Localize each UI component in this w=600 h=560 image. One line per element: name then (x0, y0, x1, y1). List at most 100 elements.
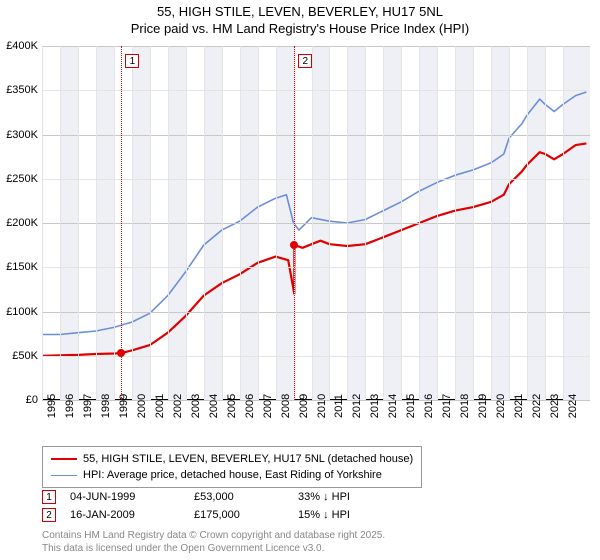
sale-marker-point (290, 241, 298, 249)
xtick-label: 1998 (100, 394, 112, 418)
xtick-label: 2000 (136, 394, 148, 418)
vgrid-line (312, 46, 313, 400)
vgrid-line (204, 46, 205, 400)
vgrid-line (383, 46, 384, 400)
vgrid-line (132, 46, 133, 400)
transaction-date: 16-JAN-2009 (70, 509, 180, 521)
xtick-label: 2012 (351, 394, 363, 418)
hgrid-line (42, 46, 590, 47)
vgrid-line (78, 46, 79, 400)
vgrid-line (60, 46, 61, 400)
ytick-label: £300K (0, 129, 38, 141)
vgrid-line (401, 46, 402, 400)
ytick-label: £400K (0, 40, 38, 52)
vgrid-line (150, 46, 151, 400)
legend-label: HPI: Average price, detached house, East… (83, 469, 382, 481)
sale-marker-line (121, 46, 122, 400)
vgrid-line (222, 46, 223, 400)
legend-item: 55, HIGH STILE, LEVEN, BEVERLEY, HU17 5N… (51, 451, 413, 467)
title-subtitle: Price paid vs. HM Land Registry's House … (0, 21, 600, 36)
transaction-marker-box: 2 (42, 508, 56, 522)
xtick-label: 2006 (244, 394, 256, 418)
xtick-label: 2008 (280, 394, 292, 418)
series-line-hpi (42, 92, 586, 335)
vgrid-line (276, 46, 277, 400)
hgrid-line (42, 312, 590, 313)
transaction-row: 2 16-JAN-2009 £175,000 15% ↓ HPI (42, 506, 590, 524)
xtick-label: 2005 (226, 394, 238, 418)
xtick-label: 2013 (369, 394, 381, 418)
xtick-label: 2019 (477, 394, 489, 418)
xtick-label: 2004 (208, 394, 220, 418)
transaction-delta: 33% ↓ HPI (298, 491, 418, 503)
xtick-label: 2017 (441, 394, 453, 418)
chart-area: £0£50K£100K£150K£200K£250K£300K£350K£400… (42, 46, 590, 400)
vgrid-line (419, 46, 420, 400)
vgrid-line (347, 46, 348, 400)
xtick-label: 2010 (316, 394, 328, 418)
xtick-label: 2016 (423, 394, 435, 418)
footer-attribution: Contains HM Land Registry data © Crown c… (42, 530, 385, 555)
xtick-label: 1999 (118, 394, 130, 418)
legend-swatch (51, 475, 77, 476)
sale-marker-box: 1 (125, 54, 139, 68)
xtick-label: 2003 (190, 394, 202, 418)
footer-line: Contains HM Land Registry data © Crown c… (42, 530, 385, 543)
vgrid-line (240, 46, 241, 400)
hgrid-line (42, 267, 590, 268)
legend-label: 55, HIGH STILE, LEVEN, BEVERLEY, HU17 5N… (83, 453, 413, 465)
hgrid-line (42, 90, 590, 91)
vgrid-line (168, 46, 169, 400)
transaction-marker-box: 1 (42, 490, 56, 504)
sale-marker-point (117, 349, 125, 357)
vgrid-line (96, 46, 97, 400)
transactions-table: 1 04-JUN-1999 £53,000 33% ↓ HPI 2 16-JAN… (42, 488, 590, 524)
xtick-label: 2018 (459, 394, 471, 418)
vgrid-line (545, 46, 546, 400)
title-block: 55, HIGH STILE, LEVEN, BEVERLEY, HU17 5N… (0, 0, 600, 36)
vgrid-line (42, 46, 43, 400)
transaction-price: £175,000 (194, 509, 284, 521)
hgrid-line (42, 223, 590, 224)
plot-region: £0£50K£100K£150K£200K£250K£300K£350K£400… (42, 46, 590, 400)
vgrid-line (437, 46, 438, 400)
hgrid-line (42, 179, 590, 180)
vgrid-line (365, 46, 366, 400)
legend-item: HPI: Average price, detached house, East… (51, 467, 413, 483)
xtick-label: 2023 (549, 394, 561, 418)
xtick-label: 2015 (405, 394, 417, 418)
chart-container: 55, HIGH STILE, LEVEN, BEVERLEY, HU17 5N… (0, 0, 600, 560)
sale-marker-line (294, 46, 295, 400)
xtick-label: 1996 (64, 394, 76, 418)
vgrid-line (186, 46, 187, 400)
vgrid-line (509, 46, 510, 400)
legend-swatch (51, 458, 77, 460)
xtick-label: 2024 (567, 394, 579, 418)
xtick-label: 2021 (513, 394, 525, 418)
sale-marker-box: 2 (298, 54, 312, 68)
title-address: 55, HIGH STILE, LEVEN, BEVERLEY, HU17 5N… (0, 4, 600, 19)
ytick-label: £50K (0, 350, 38, 362)
xtick-label: 1995 (46, 394, 58, 418)
xtick-label: 2011 (333, 394, 345, 418)
xtick-label: 1997 (82, 394, 94, 418)
transaction-delta: 15% ↓ HPI (298, 509, 418, 521)
vgrid-line (455, 46, 456, 400)
xtick-label: 2007 (262, 394, 274, 418)
ytick-label: £100K (0, 306, 38, 318)
vgrid-line (329, 46, 330, 400)
ytick-label: £200K (0, 217, 38, 229)
vgrid-line (114, 46, 115, 400)
xtick-label: 2022 (531, 394, 543, 418)
footer-line: This data is licensed under the Open Gov… (42, 543, 385, 556)
xtick-label: 2014 (387, 394, 399, 418)
transaction-price: £53,000 (194, 491, 284, 503)
ytick-label: £250K (0, 173, 38, 185)
transaction-date: 04-JUN-1999 (70, 491, 180, 503)
xtick-label: 2009 (298, 394, 310, 418)
transaction-row: 1 04-JUN-1999 £53,000 33% ↓ HPI (42, 488, 590, 506)
vgrid-line (258, 46, 259, 400)
ytick-label: £350K (0, 84, 38, 96)
vgrid-line (563, 46, 564, 400)
hgrid-line (42, 135, 590, 136)
